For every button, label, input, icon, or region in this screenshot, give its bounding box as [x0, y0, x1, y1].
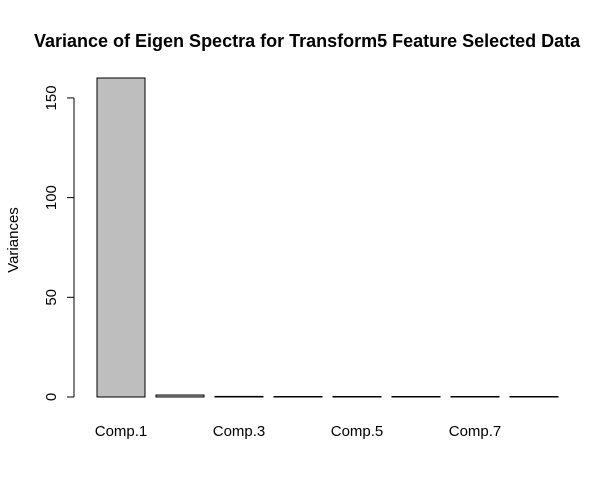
chart-title: Variance of Eigen Spectra for Transform5… [34, 31, 581, 51]
bar-comp-8 [509, 396, 559, 398]
bar-comp-3 [214, 395, 264, 398]
bar-comp-1 [96, 77, 146, 398]
y-tick-label-150: 150 [43, 85, 60, 110]
y-tick-label-0: 0 [43, 393, 60, 401]
x-tick-label-comp-7: Comp.7 [449, 423, 502, 440]
x-tick-label-comp-3: Comp.3 [213, 423, 266, 440]
y-axis-title: Variances [5, 207, 22, 273]
x-axis-labels: Comp.1 Comp.3 Comp.5 Comp.7 [95, 423, 502, 440]
y-axis: 0 50 100 150 [43, 85, 75, 401]
x-tick-label-comp-5: Comp.5 [331, 423, 384, 440]
bars [96, 77, 559, 398]
bar-comp-5 [332, 396, 382, 398]
bar-comp-6 [391, 396, 441, 398]
y-tick-label-100: 100 [43, 185, 60, 210]
y-tick-label-50: 50 [43, 289, 60, 306]
bar-comp-7 [450, 396, 500, 398]
bar-comp-4 [273, 396, 323, 398]
x-tick-label-comp-1: Comp.1 [95, 423, 148, 440]
bar-comp-2 [155, 394, 205, 398]
